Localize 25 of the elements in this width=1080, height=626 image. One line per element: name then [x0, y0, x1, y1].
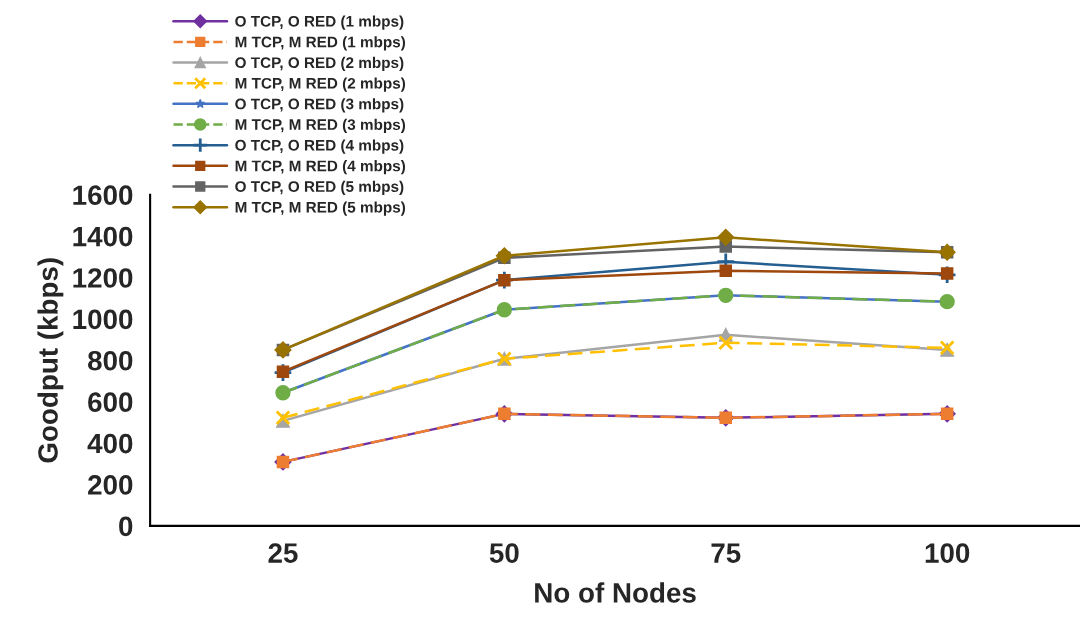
y-tick-label: 200 — [88, 475, 133, 495]
legend-label: O TCP, O RED (2 mbps) — [235, 56, 404, 72]
x-tick-label: 75 — [711, 543, 741, 563]
y-tick-label: 1000 — [73, 309, 133, 330]
legend-label: O TCP, O RED (4 mbps) — [235, 139, 404, 154]
y-axis-title: Goodput (kbps) — [37, 258, 64, 463]
x-axis-title: No of Nodes — [535, 582, 696, 603]
y-tick-label: 1600 — [73, 185, 133, 206]
y-tick-label: 400 — [87, 433, 133, 454]
legend-label: M TCP, M RED (5 mbps) — [235, 201, 406, 216]
y-tick-label: 800 — [87, 350, 133, 371]
legend-label: O TCP, O RED (5 mbps) — [235, 180, 404, 196]
x-tick-label: 100 — [925, 543, 970, 563]
legend-label: O TCP, O RED (3 mbps) — [235, 98, 404, 113]
y-tick-label: 600 — [88, 392, 133, 412]
x-tick-label: 50 — [489, 543, 519, 563]
legend-label: M TCP, M RED (3 mbps) — [235, 118, 406, 134]
x-tick-label: 25 — [268, 543, 298, 563]
legend-label: M TCP, M RED (4 mbps) — [235, 160, 406, 175]
y-tick-label: 0 — [119, 516, 133, 537]
y-tick-label: 1400 — [73, 226, 133, 247]
legend-label: O TCP, O RED (1 mbps) — [235, 15, 404, 30]
legend-label: M TCP, M RED (2 mbps) — [235, 77, 406, 92]
y-tick-label: 1200 — [73, 268, 133, 288]
legend-label: M TCP, M RED (1 mbps) — [235, 36, 406, 51]
